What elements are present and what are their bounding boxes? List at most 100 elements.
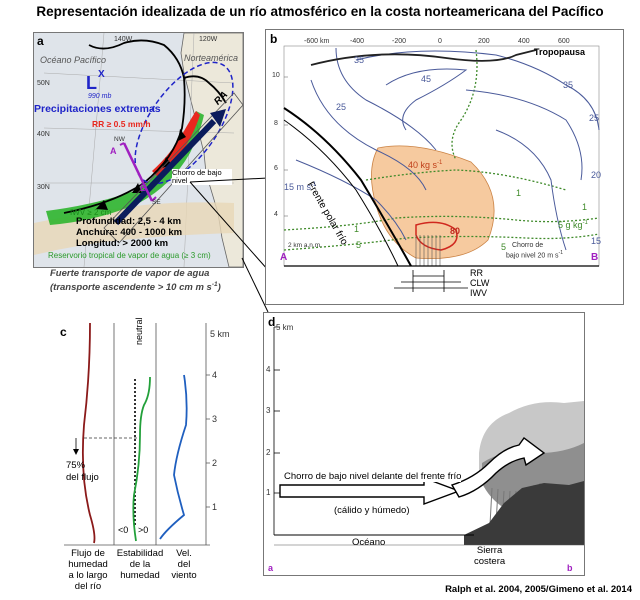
cross-section-ab: [122, 142, 154, 202]
q-5c-label: 5: [501, 242, 507, 252]
rr-label: RR: [470, 268, 483, 278]
y-tick-2: 2 km a.n.m.: [288, 242, 322, 249]
ocean-label: Océano: [352, 537, 386, 548]
lljet-line-2: bajo nivel 20 m s-1: [506, 250, 563, 260]
col2-line-1: Estabilidad: [116, 548, 164, 559]
wind-45-label: 45: [421, 74, 432, 84]
rr-label: RR ≥ 0.5 mm/h: [92, 119, 151, 129]
flux-75-arrowhead: [73, 449, 79, 455]
iwv-label: IWV ≥ 2 cm: [70, 208, 112, 217]
wind-contour-45: [385, 68, 468, 131]
figure-title: Representación idealizada de un río atmo…: [36, 4, 604, 19]
point-b-label: B: [591, 252, 599, 263]
col2-line-2: de la: [129, 559, 151, 570]
q-1c-label: 1: [582, 202, 588, 212]
caption-line-2: (transporte ascendente > 10 cm m s-1): [50, 279, 280, 293]
stability-curve: [132, 376, 151, 542]
wind-35b-label: 35: [563, 80, 574, 90]
col3-line-2: del: [177, 559, 191, 570]
rr-clw-iwv-brackets: [394, 270, 468, 292]
cold-front-line: [63, 39, 186, 214]
iwv-label: IWV: [470, 288, 487, 298]
tropopause-line: [310, 49, 537, 66]
lon-120-label: 120W: [199, 36, 218, 43]
neutral-label: neutral: [134, 317, 144, 345]
lat-30-label: 30N: [37, 184, 50, 191]
flux-40-label: 40 kg s-1: [408, 160, 442, 170]
col3-line-3: viento: [171, 570, 197, 581]
col1-line-4: del río: [74, 581, 102, 592]
c-y-tick-2: 2: [212, 458, 218, 468]
ar-corridor: [103, 92, 243, 244]
stability-lt0: <0: [118, 525, 129, 535]
point-a-label: A: [280, 252, 288, 263]
panel-c-label: c: [60, 325, 67, 339]
x-tick-6: 600: [558, 38, 570, 45]
map-grid: [43, 33, 235, 267]
wind-contour-15b: [495, 129, 567, 251]
flux-pct-label: 75%: [66, 460, 86, 471]
cold-front-line: [283, 107, 412, 267]
column-dividers: [113, 323, 207, 545]
panel-d-label: d: [268, 315, 276, 329]
d-y-ticks: [274, 326, 280, 494]
c-km-label: 5 km: [210, 329, 230, 339]
c-y-ticks: [206, 374, 210, 508]
wind-contour-15: [295, 159, 407, 241]
pressure-label: 990 mb: [88, 93, 112, 100]
col1-line-2: humedad: [68, 559, 108, 570]
lljet-line-1: Chorro de: [512, 242, 544, 249]
caption-end: ): [217, 282, 221, 294]
precip-hatching: [415, 235, 441, 266]
ocean-label: Océano Pacífico: [40, 55, 107, 65]
cross-section-ends: [119, 142, 157, 202]
d-y-tick-1: 1: [266, 488, 271, 497]
c-y-tick-1: 1: [212, 502, 218, 512]
y-tick-10: 10: [272, 72, 280, 79]
continent-label: Norteamérica: [184, 53, 239, 63]
flux-80-core: [415, 221, 458, 251]
tropopause-label: Tropopausa: [534, 47, 586, 57]
lat-40-label: 40N: [37, 131, 50, 138]
x-tick-2: -200: [392, 38, 407, 45]
width-label: Anchura: 400 - 1000 km: [76, 227, 183, 238]
lljet-label: Chorro de bajo nivel delante del frente …: [284, 471, 462, 482]
se-label: SE: [152, 199, 161, 206]
low-center-mark: X: [98, 69, 105, 80]
humidity-contour-5: [283, 233, 600, 251]
wind-15-sup: -1: [311, 182, 317, 188]
nw-label: NW: [114, 136, 125, 143]
wind-speed-curve: [159, 374, 188, 540]
moisture-flux-curve: [81, 322, 96, 544]
length-label: Longitud: > 2000 km: [76, 238, 169, 249]
coastal-range: [464, 481, 584, 545]
front-triangle-2: [132, 183, 142, 193]
wind-20-label: 20: [591, 170, 602, 180]
col1-caption: Flujo de humedad a lo largo del río: [62, 548, 114, 592]
warm-moist-label: (cálido y húmedo): [334, 505, 410, 516]
sierra-label: Sierra costera: [474, 545, 505, 567]
point-a-label: A: [110, 146, 117, 156]
x-tick-5: 400: [518, 38, 530, 45]
point-a-label: a: [268, 563, 274, 573]
c-y-tick-3: 3: [212, 414, 218, 424]
depth-label: Profundidad: 2,5 - 4 km: [76, 216, 182, 227]
d-y-tick-2: 2: [266, 448, 271, 457]
y-tick-4: 4: [274, 211, 278, 218]
sierra-line-1: Sierra: [476, 545, 503, 556]
q-5g-text: 5 g kg: [558, 220, 583, 230]
rr-clw-iwv-labels: RR CLW IWV: [470, 268, 489, 298]
panel-b-cross-section: b -600 km -400 -200 0 200 400 600 10 8 6…: [265, 29, 624, 305]
x-tick-0: -600 km: [304, 38, 330, 45]
d-y-tick-4: 4: [266, 365, 271, 374]
stability-gt0: >0: [138, 525, 149, 535]
panel-b-label: b: [270, 32, 278, 46]
wind-15-label: 15 m s-1: [284, 182, 316, 192]
panel-a-caption: Fuerte transporte de vapor de agua (tran…: [50, 268, 280, 293]
low-pressure-symbol: L: [86, 73, 97, 93]
wind-25b-label: 25: [589, 113, 600, 123]
extreme-precip-outline: [134, 61, 234, 185]
lljet-arrow-shaft: [113, 118, 217, 226]
profiles-svg: [64, 322, 210, 546]
cross-section-svg: [283, 45, 600, 292]
